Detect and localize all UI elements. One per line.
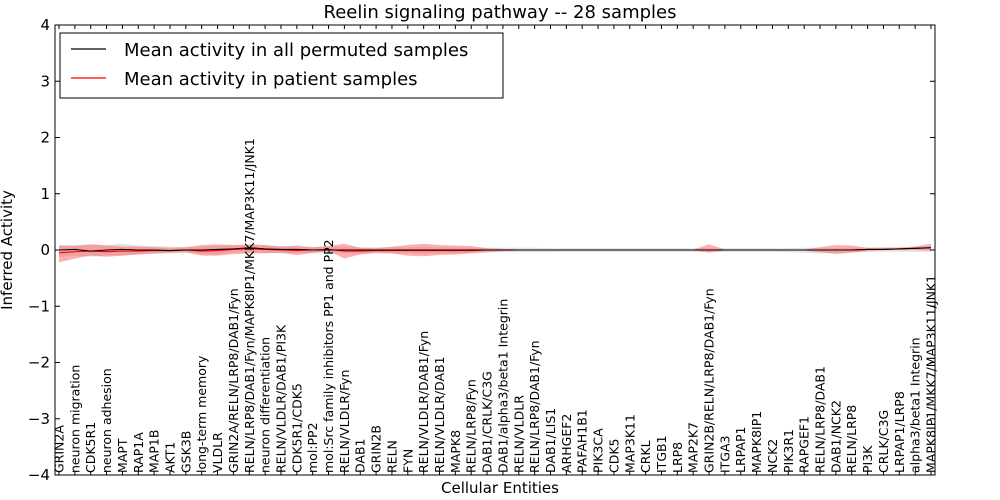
x-tick-label: CRLK/C3G: [876, 410, 891, 473]
y-tick-label: 1: [40, 185, 50, 203]
x-tick-label: CRKL: [638, 440, 653, 473]
x-tick-label: RELN/LRP8/DAB1/Fyn: [527, 340, 542, 473]
legend-entry-patient: Mean activity in patient samples: [124, 69, 418, 90]
x-tick-label: CDK5R1: [83, 422, 98, 473]
series-lines: [58, 247, 932, 254]
x-tick-label: RELN/LRP8/DAB1: [813, 366, 828, 473]
x-tick-label: CDK5R1/CDK5: [289, 383, 304, 473]
x-tick-label: mol:PP2: [305, 422, 320, 473]
x-tick-label: RELN/LRP8/DAB1/Fyn/MAPK8IP1/MKK7/MAP3K11…: [242, 138, 257, 473]
chart-title: Reelin signaling pathway -- 28 samples: [324, 2, 677, 23]
x-tick-label: MAPT: [115, 438, 130, 473]
legend: Mean activity in all permuted samples Me…: [59, 32, 504, 99]
x-tick-label: DAB1/NCK2: [828, 400, 843, 473]
x-tick-label: DAB1/CRLK/C3G: [480, 371, 495, 473]
x-tick-label: mol:Src family inhibitors PP1 and PP2: [321, 239, 336, 473]
x-tick-label: RELN: [384, 440, 399, 473]
legend-entry-permuted: Mean activity in all permuted samples: [124, 40, 468, 61]
x-tick-label: ITGA3: [717, 435, 732, 473]
x-tick-label: LRP8: [670, 442, 685, 473]
x-tick-label: GSK3B: [178, 431, 193, 473]
x-tick-label: RELN/VLDLR/Fyn: [337, 370, 352, 473]
x-tick-label: ARHGEF2: [559, 414, 574, 473]
x-tick-label: PIK3R1: [781, 429, 796, 473]
x-tick-label: VLDLR: [210, 432, 225, 473]
x-tick-label: LRPAP1/LRP8: [892, 391, 907, 473]
x-tick-label: FYN: [400, 449, 415, 473]
x-tick-label: long-term memory: [194, 355, 209, 473]
y-tick-label: −1: [28, 297, 50, 315]
y-tick-label: 0: [40, 241, 50, 259]
x-tick-label: neuron differentiation: [258, 337, 273, 473]
y-tick-label: 3: [40, 72, 50, 90]
y-axis-label: Inferred Activity: [0, 190, 16, 310]
patient-band: [59, 243, 931, 263]
x-tick-label: ITGB1: [654, 435, 669, 473]
x-tick-label: RAPGEF1: [797, 416, 812, 473]
x-tick-label: MAPK8IP1/MKK7/MAP3K11/JNK1: [924, 275, 939, 473]
x-tick-label: DAB1/alpha3/beta1 Integrin: [495, 299, 510, 473]
x-tick-label: MAPK8: [448, 430, 463, 473]
x-axis-label: Cellular Entities: [441, 479, 559, 497]
permuted-mean-line: [58, 247, 932, 252]
x-tick-label: GRIN2B/RELN/LRP8/DAB1/Fyn: [702, 288, 717, 473]
x-tick-label: RELN/LRP8/Fyn: [464, 379, 479, 473]
x-tick-label: neuron migration: [67, 365, 82, 473]
x-tick-label: DAB1/LIS1: [543, 408, 558, 473]
confidence-bands: [59, 243, 931, 263]
x-tick-label: MAPK8IP1: [749, 411, 764, 473]
x-tick-label: neuron adhesion: [99, 368, 114, 473]
x-tick-label: MAP1B: [147, 430, 162, 473]
x-tick-label: GRIN2A: [52, 425, 67, 473]
x-tick-label: DAB1: [353, 439, 368, 474]
x-tick-label: CDK5: [606, 438, 621, 473]
x-tick-label: NCK2: [765, 439, 780, 473]
y-axis-ticks: −4 −3 −2 −1 0 1 2 3 4: [28, 16, 935, 484]
legend-box: [59, 32, 504, 99]
x-tick-label: alpha3/beta1 Integrin: [908, 337, 923, 473]
y-tick-label: 2: [40, 129, 50, 147]
x-tick-label: PIK3CA: [591, 428, 606, 473]
y-tick-label: −2: [28, 354, 50, 372]
x-tick-label: PAFAH1B1: [575, 409, 590, 473]
x-tick-label: GRIN2B: [369, 425, 384, 473]
x-tick-label: MAP3K11: [622, 414, 637, 473]
x-tick-label: GRIN2A/RELN/LRP8/DAB1/Fyn: [226, 288, 241, 473]
x-tick-label: PI3K: [860, 445, 875, 473]
x-tick-label: MAP2K7: [686, 422, 701, 473]
x-tick-label: LRPAP1: [733, 427, 748, 473]
x-tick-label: RELN/VLDLR/DAB1: [432, 356, 447, 473]
x-tick-label: RELN/VLDLR/DAB1/Fyn: [416, 331, 431, 473]
y-tick-label: −4: [28, 466, 50, 484]
x-tick-label: RAP1A: [131, 432, 146, 473]
x-tick-label: RELN/VLDLR/DAB1/PI3K: [273, 324, 288, 473]
y-tick-label: −3: [28, 410, 50, 428]
x-tick-label: RELN/LRP8: [844, 405, 859, 473]
x-axis-ticks: GRIN2A neuron migration CDK5R1 neuron adhes…: [52, 25, 939, 475]
y-tick-label: 4: [40, 16, 50, 34]
x-tick-label: AKT1: [162, 442, 177, 473]
x-tick-label: RELN/VLDLR: [511, 395, 526, 473]
